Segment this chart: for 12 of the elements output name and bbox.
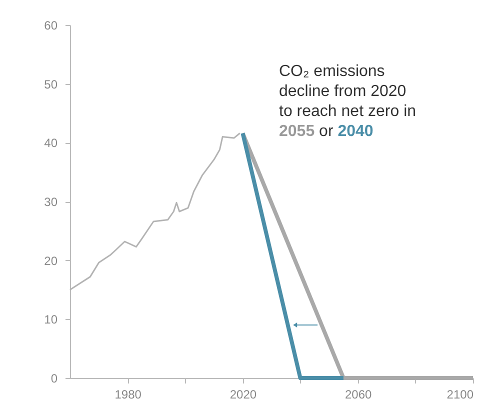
y-tick-label: 10 bbox=[44, 312, 58, 327]
annotation-text: CO₂ emissions decline from 2020 to reach net zero in 2055 or 2040 bbox=[279, 62, 418, 142]
x-tick-label: 2020 bbox=[230, 388, 257, 402]
y-tick-label: 0 bbox=[50, 372, 58, 386]
x-tick-label: 2060 bbox=[345, 388, 372, 402]
y-tick-label: 50 bbox=[44, 77, 58, 92]
x-tick-label: 1980 bbox=[114, 388, 142, 402]
y-tick-label: 60 bbox=[44, 18, 58, 32]
y-tick-label: 40 bbox=[44, 136, 58, 150]
y-tick-label: 30 bbox=[44, 195, 58, 209]
x-tick-label: 2100 bbox=[446, 388, 474, 402]
y-tick-label: 20 bbox=[44, 254, 58, 268]
